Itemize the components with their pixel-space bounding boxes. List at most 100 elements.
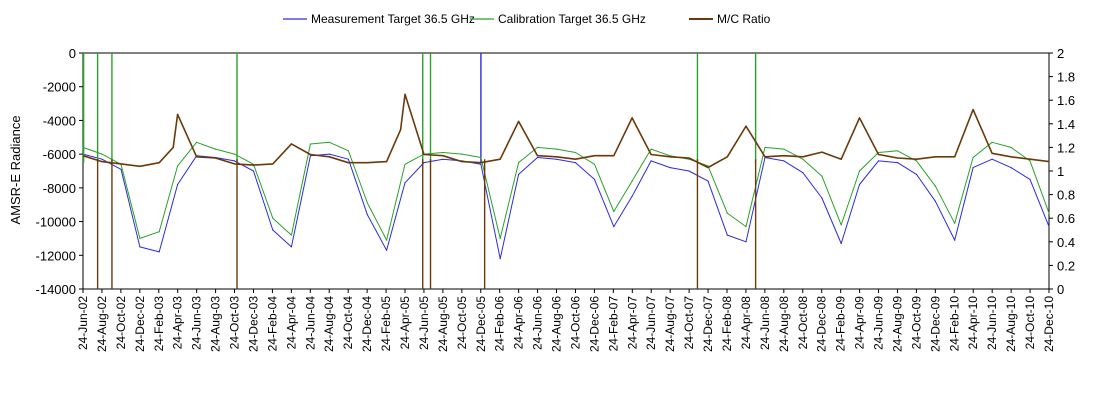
x-tick-label: 24-Jun-10 [985,296,999,350]
x-tick-label: 24-Dec-09 [928,296,942,352]
series-point-0 [120,168,122,170]
series-point-2 [272,163,274,165]
y2-tick-label: 1.8 [1057,70,1075,85]
y2-tick-label: 0.4 [1057,235,1075,250]
x-tick-label: 24-Dec-04 [360,296,374,352]
x-tick-label: 24-Feb-07 [606,296,620,352]
series-point-0 [745,241,747,243]
series-point-2 [745,125,747,127]
series-point-2 [764,156,766,158]
x-tick-label: 24-Feb-10 [947,296,961,352]
series-point-0 [802,172,804,174]
y-tick-label: -4000 [43,113,76,128]
series-point-2 [518,120,520,122]
series-point-0 [783,160,785,162]
series-point-1 [196,141,198,143]
series-point-0 [101,158,103,160]
series-line-2 [82,93,1050,169]
x-tick-label: 24-Aug-08 [777,296,791,352]
x-tick-label: 24-Oct-09 [909,296,923,350]
series-point-2 [196,156,198,158]
series-point-0 [518,173,520,175]
series-point-1 [442,151,444,154]
y2-tick-label: 1.6 [1057,93,1075,108]
series-point-2 [972,109,974,111]
series-point-1 [101,153,103,155]
x-tick-label: 24-Aug-07 [663,296,677,352]
y2-tick-label: 0.6 [1057,211,1075,226]
x-tick-label: 24-Aug-05 [436,296,450,352]
series-point-0 [366,214,368,216]
series-point-0 [272,229,274,231]
x-tick-label: 24-Oct-04 [341,296,355,350]
legend-label-1: Calibration Target 36.5 GHz [498,12,646,26]
y2-tick-label: 0 [1057,282,1064,297]
series-point-1 [499,237,501,239]
series-point-2 [896,157,899,159]
series-point-1 [1048,212,1050,214]
series-point-0 [536,156,539,159]
series-point-2 [442,155,444,157]
x-tick-label: 24-Apr-03 [171,296,185,350]
series-point-1 [991,141,993,143]
series-point-2 [954,156,956,158]
series-point-1 [840,224,842,226]
series-point-1 [366,202,368,204]
series-point-0 [158,251,160,253]
x-axis: 24-Jun-02 24-Aug-02 24-Oct-02 24-Dec-02 24-F… [76,289,1056,352]
y-tick-label: -10000 [36,215,76,230]
series-point-2 [650,153,652,156]
series-point-1 [802,158,804,160]
x-tick-label: 24-Jun-03 [190,296,204,350]
series-point-2 [783,155,785,157]
series-point-1 [82,146,84,148]
x-tick-label: 24-Feb-09 [834,296,848,352]
series-point-2 [631,117,633,119]
series-point-0 [1048,226,1050,228]
series-point-2 [461,161,463,163]
series-point-0 [139,246,141,248]
series-point-2 [214,157,217,159]
series-point-2 [802,156,804,158]
series-point-0 [858,183,861,186]
series-point-2 [404,93,406,95]
series-point-1 [934,185,937,187]
series-point-2 [1029,158,1031,160]
plot-frame [82,52,1050,290]
series-point-1 [1029,160,1031,162]
x-tick-label: 24-Aug-03 [209,296,223,352]
series-point-2 [877,153,880,156]
series-line-0 [82,153,1050,260]
series-point-0 [1029,178,1031,180]
series-point-2 [172,146,174,148]
series-point-0 [177,183,179,186]
series-point-0 [707,180,709,182]
x-tick-label: 24-Feb-03 [152,296,166,352]
legend-label-0: Measurement Target 36.5 GHz [311,12,475,26]
series-point-1 [593,163,596,165]
x-tick-label: 24-Jun-02 [76,296,90,350]
x-tick-label: 24-Aug-09 [890,296,904,352]
series-point-2 [252,164,255,166]
series-point-0 [480,163,482,165]
series-point-1 [139,237,141,239]
series-point-2 [536,155,539,157]
series-point-2 [613,155,615,157]
x-tick-label: 24-Jun-09 [872,296,886,350]
series-point-1 [915,160,918,162]
series-point-2 [574,158,577,160]
series-point-2 [1010,156,1012,158]
x-tick-label: 24-Apr-06 [512,296,526,350]
x-tick-label: 24-Apr-09 [853,296,867,350]
series-point-2 [423,153,425,156]
series-point-0 [954,239,956,241]
series-point-0 [991,158,993,160]
series-point-1 [613,210,615,213]
series-point-2 [139,165,141,167]
x-tick-label: 24-Dec-02 [133,296,147,352]
series-point-1 [555,148,558,150]
x-tick-label: 24-Dec-08 [815,296,829,352]
series-point-2 [233,163,236,165]
series-point-1 [518,162,520,164]
x-tick-label: 24-Dec-03 [246,296,260,352]
